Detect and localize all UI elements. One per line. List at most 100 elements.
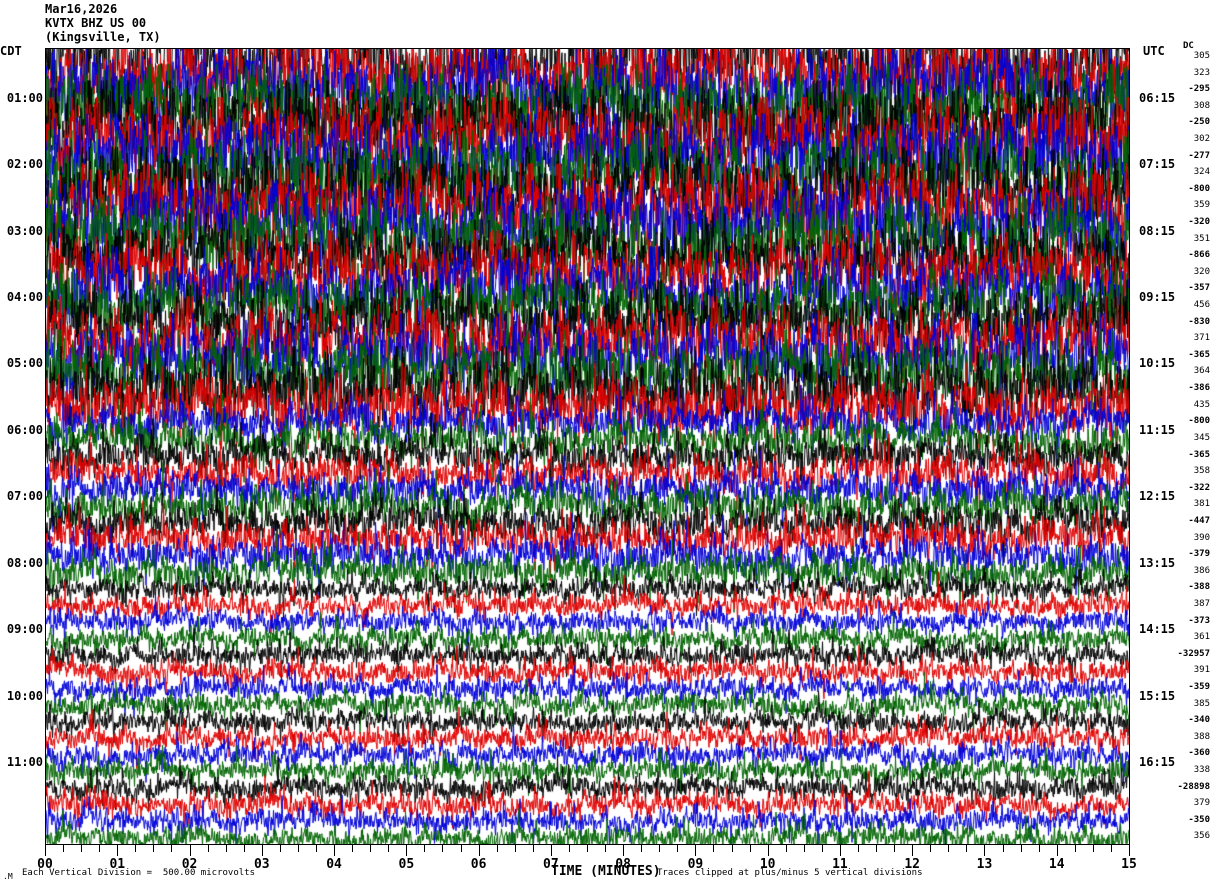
x-tick-minor [171,845,173,852]
x-tick-major [1129,845,1130,856]
dc-value: -800 [1188,183,1210,194]
seismogram-plot-area [45,48,1130,845]
dc-value: -320 [1188,217,1210,228]
dc-value: 386 [1193,565,1210,576]
x-tick-major [695,845,697,856]
dc-value: 302 [1193,134,1210,145]
x-tick-minor [858,845,859,852]
x-tick-minor [388,845,390,852]
dc-value: -447 [1188,515,1210,526]
x-tick-minor [207,845,209,852]
dc-value: -322 [1188,482,1210,493]
left-axis-timezone-label: CDT [0,44,22,58]
dc-value: -830 [1188,316,1210,327]
x-axis-label: 15 [1121,857,1137,872]
header-block: Mar16,2026 KVTX BHZ US 00 (Kingsville, T… [45,2,161,44]
dc-value: 371 [1193,333,1210,344]
dc-value: -379 [1188,549,1210,560]
x-axis-label: 11 [832,857,848,872]
x-tick-minor [243,845,245,852]
dc-value: 435 [1193,399,1210,410]
x-axis-label: 01 [109,857,126,872]
x-tick-minor [153,845,155,852]
x-tick-minor [966,845,968,852]
x-tick-major [1056,845,1058,856]
x-axis-label: 10 [759,857,776,872]
x-tick-minor [659,845,661,852]
right-hour-tick: 09:15 [1139,290,1176,305]
x-tick-minor [1038,845,1040,852]
dc-value: 361 [1193,632,1210,643]
x-tick-minor [514,845,516,852]
left-hour-tick: 02:00 [6,157,43,172]
x-tick-minor [731,845,733,852]
dc-value: 324 [1193,167,1210,178]
right-hour-tick: 12:15 [1139,489,1176,504]
dc-value: -28898 [1177,781,1210,792]
dc-value: -295 [1188,84,1210,95]
x-tick-minor [1092,845,1094,852]
x-tick-minor [135,845,137,852]
dc-value: 385 [1193,698,1210,709]
x-tick-minor [442,845,444,852]
x-axis-label: 13 [976,857,993,872]
dc-value: 323 [1193,67,1210,78]
x-tick-major [406,845,408,856]
dc-value: 390 [1193,532,1210,543]
dc-value: 305 [1193,51,1210,61]
x-tick-minor [677,845,679,852]
x-tick-major [767,845,769,856]
dc-value: -250 [1188,117,1210,128]
x-tick-major [984,845,986,856]
dc-value: -350 [1188,814,1210,825]
dc-value: -365 [1188,449,1210,460]
dc-value: -365 [1188,349,1210,360]
x-tick-major [261,845,263,856]
header-station: KVTX BHZ US 00 [45,16,147,30]
dc-value: 387 [1193,598,1210,609]
x-tick-minor [460,845,462,852]
x-tick-minor [1074,845,1076,852]
dc-value: 351 [1193,233,1210,244]
scale-note: Each Vertical Division = 500.00 microvol… [22,868,255,878]
dc-value: 379 [1193,798,1210,809]
x-tick-minor [297,845,299,852]
right-hour-tick: 16:15 [1139,754,1176,769]
x-axis-label: 09 [687,857,704,872]
x-tick-minor [225,845,227,852]
x-axis-label: 12 [904,857,921,872]
x-tick-major [189,845,191,856]
left-hour-tick: 11:00 [6,754,43,769]
dc-value: -359 [1188,681,1210,692]
right-hour-tick: 13:15 [1139,555,1176,570]
x-tick-minor [948,845,950,852]
right-hour-tick: 15:15 [1139,688,1176,703]
dc-value: 388 [1193,731,1210,742]
dc-value: -373 [1188,615,1210,626]
dc-column-header: DC [1183,41,1194,51]
x-tick-minor [1110,845,1112,852]
x-tick-minor [821,845,823,852]
x-tick-minor [1020,845,1022,852]
dc-value: -386 [1188,383,1210,394]
x-tick-major [839,845,841,856]
x-tick-minor [316,845,317,852]
dc-value: -357 [1188,283,1210,294]
left-hour-tick: 09:00 [6,622,43,637]
x-tick-minor [568,845,570,852]
right-hour-tick: 14:15 [1139,622,1176,637]
dc-value: -277 [1188,150,1210,161]
x-tick-minor [587,845,588,852]
dc-value: -360 [1188,748,1210,759]
dc-value: 381 [1193,499,1210,510]
x-axis-label: 07 [543,857,559,872]
dc-value: 456 [1193,300,1210,311]
dc-value: 364 [1193,366,1210,377]
x-axis-label: 04 [326,857,342,872]
x-tick-minor [424,845,426,852]
right-hour-tick: 07:15 [1139,157,1176,172]
x-tick-minor [532,845,534,852]
x-tick-major [478,845,480,856]
dc-value: 308 [1193,100,1210,111]
